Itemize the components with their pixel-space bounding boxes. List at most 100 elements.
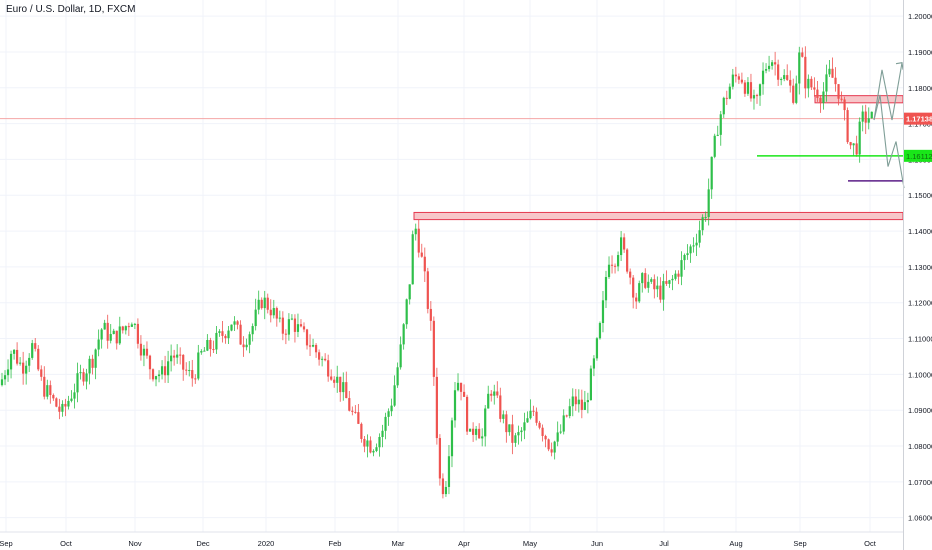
candle-body (293, 318, 297, 332)
y-tick-label: 1.19000 (908, 48, 932, 57)
candle-body (795, 83, 798, 103)
candle-body (843, 99, 846, 111)
candle-body (163, 366, 167, 376)
candle-body (792, 85, 795, 103)
candle-body (28, 357, 31, 366)
candle-body (296, 324, 300, 332)
candle-body (284, 333, 287, 335)
candle-body (774, 62, 777, 65)
candle-body (456, 382, 460, 391)
candle-body (88, 358, 91, 374)
candle-body (632, 277, 635, 298)
candle-body (209, 339, 212, 350)
candle-body (849, 142, 852, 146)
projection-arrowhead (895, 62, 904, 70)
candle-body (151, 369, 155, 380)
candle-body (713, 135, 716, 157)
candle-body (154, 376, 158, 380)
candle-body (369, 440, 372, 453)
candle-body (336, 376, 339, 383)
candle-body (145, 348, 149, 356)
candle-body (819, 97, 822, 104)
candle-body (360, 423, 363, 439)
candle-body (405, 299, 408, 325)
symbol-title: Euro / U.S. Dollar, 1D, FXCM (6, 4, 136, 15)
candle-body (656, 285, 659, 290)
candle-body (133, 323, 136, 325)
x-tick-label: Dec (196, 539, 210, 548)
candle-body (665, 281, 668, 284)
candle-body (529, 410, 532, 419)
candle-body (559, 431, 562, 433)
candle-body (686, 253, 689, 256)
x-tick-label: Sep (793, 539, 806, 548)
candle-body (499, 395, 502, 419)
candle-body (82, 372, 85, 382)
candle-body (224, 335, 227, 339)
candle-body (783, 75, 786, 80)
candle-body (176, 354, 179, 358)
candle-body (592, 358, 596, 369)
candle-body (562, 415, 565, 432)
candle-body (275, 308, 278, 319)
candle-body (475, 428, 478, 435)
candle-body (188, 370, 191, 372)
candle-body (106, 322, 109, 341)
candle-body (511, 424, 514, 443)
price-axis-border (903, 0, 904, 550)
candle-body (37, 348, 40, 370)
resistance-zone (413, 211, 904, 221)
candle-body (620, 237, 623, 256)
candle-body (372, 450, 375, 453)
candle-body (447, 456, 451, 487)
candle-body (813, 87, 816, 90)
candle-body (375, 447, 378, 451)
candle-body (387, 411, 390, 417)
candle-body (725, 97, 728, 99)
candle-body (671, 278, 674, 281)
candle-body (502, 414, 505, 419)
candle-body (314, 344, 318, 353)
candle-body (245, 344, 248, 348)
candle-body (357, 412, 360, 424)
candle-body (689, 246, 692, 254)
candle-body (384, 416, 387, 431)
candle-body (6, 369, 10, 376)
candle-body (758, 84, 762, 96)
candle-body (490, 393, 493, 396)
candle-body (185, 369, 188, 371)
y-tick-label: 1.20000 (908, 12, 932, 21)
candle-body (701, 217, 704, 231)
candle-body (535, 411, 538, 423)
x-tick-label: Feb (329, 539, 342, 548)
y-tick-label: 1.10000 (908, 370, 932, 379)
candle-body (438, 438, 441, 479)
candle-body (674, 273, 677, 279)
candle-body (556, 432, 559, 442)
candle-body (58, 406, 61, 412)
candle-body (55, 398, 58, 407)
x-tick-label: Sep (0, 539, 13, 548)
candle-body (197, 352, 200, 379)
candle-body (182, 354, 185, 370)
candle-body (517, 432, 520, 436)
candle-body (142, 348, 146, 356)
candle-body (453, 390, 457, 421)
candle-body (737, 76, 740, 80)
candle-body (170, 355, 173, 362)
candle-body (31, 343, 34, 358)
candle-body (115, 330, 118, 344)
candle-body (94, 349, 97, 368)
candle-body (478, 428, 481, 439)
resistance-zone (814, 95, 904, 104)
candle-body (191, 370, 194, 379)
candle-body (786, 75, 789, 80)
x-tick-label: Jul (659, 539, 669, 548)
candle-body (801, 52, 804, 57)
y-tick-label: 1.07000 (908, 478, 932, 487)
candle-body (764, 69, 768, 71)
candle-body (484, 408, 487, 437)
candle-body (816, 89, 819, 98)
candle-body (408, 284, 411, 300)
